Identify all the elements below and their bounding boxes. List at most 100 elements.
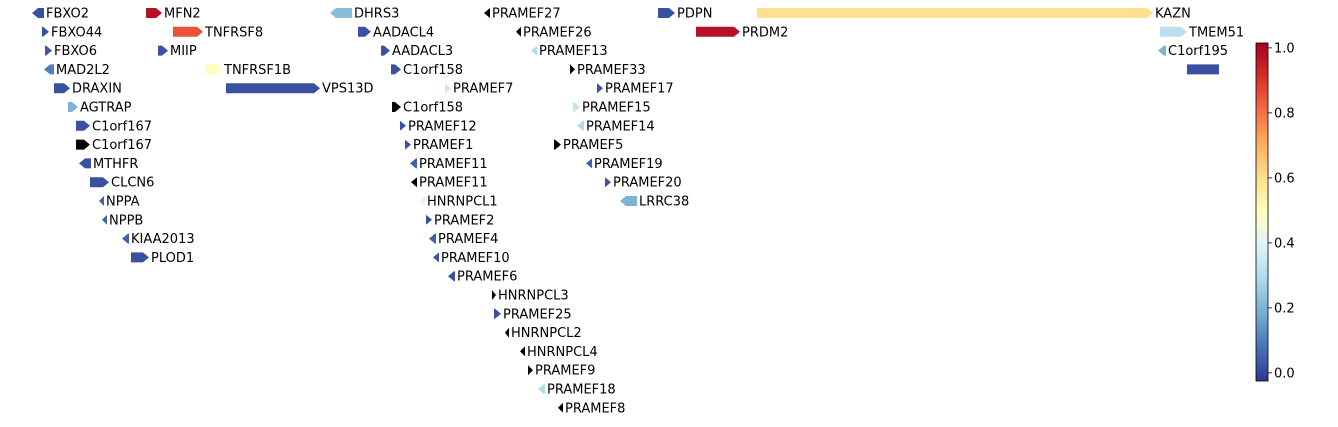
gene [558,402,563,413]
gene-label: PRAMEF20 [613,176,682,191]
gene [492,290,496,300]
gene-label: PRAMEF10 [441,251,510,266]
gene-label: MIIP [170,44,197,59]
gene [146,8,162,18]
gene-label: KAZN [1155,7,1191,22]
gene-label: PRAMEF19 [594,157,663,172]
gene-label: PRAMEF11 [419,176,488,191]
gene-label: FBXO44 [51,25,102,40]
gene-label: PRAMEF26 [523,25,592,40]
gene [330,8,352,18]
gene [577,120,584,131]
gene [1160,26,1187,37]
gene-label: MFN2 [164,7,201,22]
gene-label: LRRC38 [639,195,689,210]
gene [586,158,592,169]
gene-label: MTHFR [93,157,138,172]
colorbar-tick-label: 0.6 [1274,171,1295,186]
gene [420,196,425,206]
gene-label: AGTRAP [80,101,132,116]
gene [538,384,545,394]
gene-label: PRAMEF14 [586,119,655,134]
gene-label: PRAMEF5 [563,138,623,153]
gene-label: C1orf158 [403,101,463,116]
gene [528,365,533,376]
gene-label: MAD2L2 [56,63,110,78]
gene-label: AADACL3 [392,44,453,59]
gene-label: PRAMEF12 [408,119,477,134]
gene [131,252,149,263]
gene [54,83,70,94]
gene [405,139,411,150]
gene-label: AADACL4 [373,25,434,40]
gene [1187,64,1219,75]
gene-label: PRAMEF4 [438,232,498,247]
gene-label: PDPN [677,7,712,22]
gene-label: PRAMEF8 [565,401,625,416]
gene [505,327,509,338]
gene [573,102,580,112]
gene-label: C1orf167 [92,138,152,153]
gene [429,233,436,244]
gene [122,233,129,244]
gene [411,177,417,188]
gene [76,139,90,150]
gene-label: PLOD1 [151,251,194,266]
gene [554,139,561,150]
gene-label: FBXO6 [54,44,97,59]
gene-label: PRAMEF6 [457,270,517,285]
gene [757,8,1153,18]
gene [391,64,401,75]
gene [99,196,104,206]
gene [1158,45,1166,56]
gene-label: KIAA2013 [131,232,195,247]
gene-label: HNRNPCL4 [527,345,598,360]
gene [426,214,432,225]
gene [445,83,451,94]
gene [484,8,490,18]
gene [494,308,501,319]
gene-label: PRAMEF2 [434,213,494,228]
colorbar-tick-label: 0.4 [1274,236,1295,251]
gene [158,45,168,56]
gene [400,120,406,131]
gene [44,64,54,75]
gene [42,26,49,37]
gene [658,8,675,18]
gene-label: PRAMEF9 [535,364,595,379]
gene-label: PRAMEF15 [582,101,651,116]
gene [520,346,525,357]
gene-label: PRDM2 [742,25,788,40]
gene-label: TMEM51 [1188,25,1244,40]
gene [90,177,109,188]
gene-label: DHRS3 [354,7,399,22]
gene-label: TNFRSF1B [223,63,291,78]
gene-label: C1orf195 [1168,44,1228,59]
gene [32,8,44,18]
colorbar-tick-label: 0.2 [1274,301,1295,316]
gene-label: VPS13D [322,82,374,97]
gene-label: DRAXIN [72,82,122,97]
colorbar [1255,42,1269,382]
gene [696,26,740,37]
colorbar-tick-label: 1.0 [1274,41,1295,56]
gene [358,26,371,37]
gene [226,83,320,94]
gene-label: C1orf158 [403,63,463,78]
gene [410,158,417,169]
gene [68,102,78,112]
colorbar-tick-label: 0.8 [1274,106,1295,121]
gene-label: HNRNPCL1 [427,195,498,210]
gene-label: PRAMEF13 [539,44,608,59]
gene-label: PRAMEF33 [577,63,646,78]
gene-label: FBXO2 [46,7,89,22]
gene-label: PRAMEF25 [503,307,572,322]
gene [79,158,91,169]
gene-label: PRAMEF18 [547,383,616,398]
gene-label: PRAMEF1 [413,138,473,153]
gene-label: NPPB [109,213,143,228]
gene [392,102,401,112]
colorbar-tick-label: 0.0 [1274,366,1295,381]
gene [597,83,603,94]
